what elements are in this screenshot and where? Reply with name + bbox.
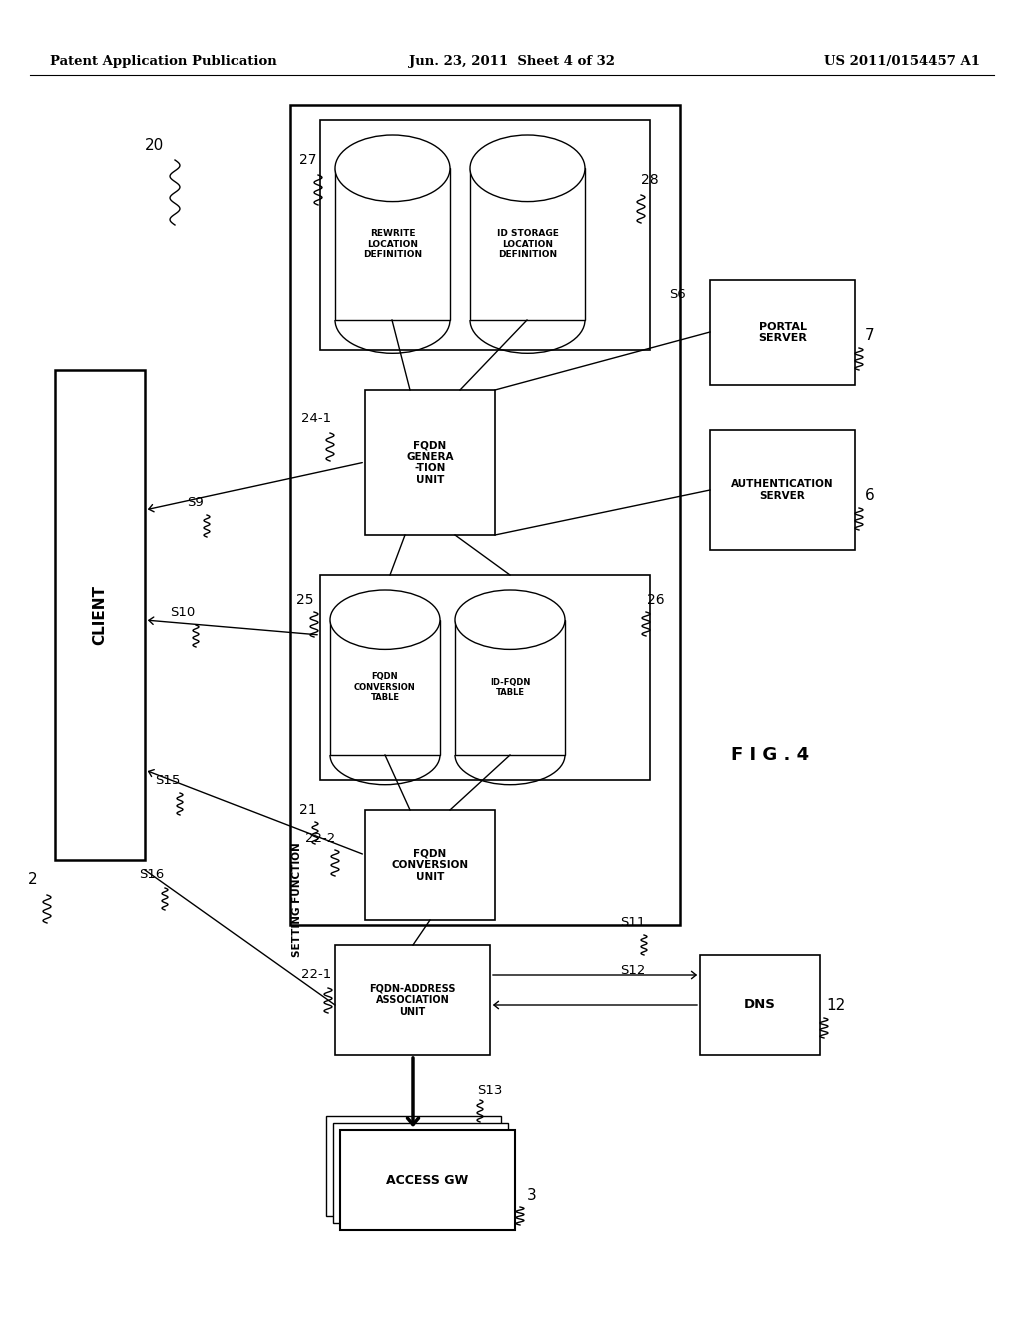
Bar [340, 1130, 515, 1230]
Text: S6: S6 [669, 289, 685, 301]
Text: Patent Application Publication: Patent Application Publication [50, 55, 276, 69]
Text: 22-1: 22-1 [301, 969, 331, 982]
Bar [319, 120, 650, 350]
Bar [335, 945, 490, 1055]
Bar [710, 280, 855, 385]
Text: PORTAL
SERVER: PORTAL SERVER [758, 322, 807, 343]
Text: FQDN-ADDRESS
ASSOCIATION
UNIT: FQDN-ADDRESS ASSOCIATION UNIT [370, 983, 456, 1016]
Bar [365, 389, 495, 535]
Text: CLIENT: CLIENT [92, 585, 108, 645]
Bar [710, 430, 855, 550]
Text: 27: 27 [299, 153, 316, 168]
Text: ID STORAGE
LOCATION
DEFINITION: ID STORAGE LOCATION DEFINITION [497, 230, 558, 259]
Bar [330, 619, 440, 755]
Text: 25: 25 [296, 593, 313, 607]
Bar [290, 106, 680, 925]
Text: 26: 26 [647, 593, 665, 607]
Ellipse shape [330, 590, 440, 649]
Text: REWRITE
LOCATION
DEFINITION: REWRITE LOCATION DEFINITION [362, 230, 422, 259]
Bar [455, 619, 565, 755]
Bar [700, 954, 820, 1055]
Bar [319, 576, 650, 780]
Text: S11: S11 [621, 916, 646, 929]
Ellipse shape [335, 135, 450, 202]
Bar [470, 168, 585, 319]
Text: US 2011/0154457 A1: US 2011/0154457 A1 [824, 55, 980, 69]
Text: S9: S9 [187, 496, 205, 510]
Text: FQDN
GENERA
-TION
UNIT: FQDN GENERA -TION UNIT [407, 440, 454, 484]
Text: S16: S16 [139, 869, 165, 882]
Text: AUTHENTICATION
SERVER: AUTHENTICATION SERVER [731, 479, 834, 500]
Text: ID-FQDN
TABLE: ID-FQDN TABLE [489, 677, 530, 697]
Ellipse shape [455, 590, 565, 649]
Text: 20: 20 [145, 137, 165, 153]
Text: F I G . 4: F I G . 4 [731, 746, 809, 764]
Text: S10: S10 [170, 606, 196, 619]
Text: 3: 3 [527, 1188, 537, 1203]
Text: SETTING FUNCTION: SETTING FUNCTION [292, 842, 302, 957]
Bar [365, 810, 495, 920]
Ellipse shape [470, 135, 585, 202]
Text: S13: S13 [477, 1084, 503, 1097]
Text: FQDN
CONVERSION
UNIT: FQDN CONVERSION UNIT [391, 849, 469, 882]
Bar [326, 1115, 501, 1216]
Text: ACCESS GW: ACCESS GW [386, 1173, 469, 1187]
Bar [335, 168, 450, 319]
Text: 6: 6 [865, 487, 874, 503]
Text: 22-2: 22-2 [305, 832, 335, 845]
Text: 2: 2 [29, 873, 38, 887]
Text: 28: 28 [641, 173, 658, 187]
Text: Jun. 23, 2011  Sheet 4 of 32: Jun. 23, 2011 Sheet 4 of 32 [409, 55, 615, 69]
Bar [333, 1123, 508, 1224]
Text: FQDN
CONVERSION
TABLE: FQDN CONVERSION TABLE [354, 672, 416, 702]
Text: 21: 21 [299, 803, 316, 817]
Text: 24-1: 24-1 [301, 412, 331, 425]
Text: S15: S15 [156, 774, 180, 787]
Text: 12: 12 [826, 998, 846, 1012]
Text: S12: S12 [621, 964, 646, 977]
Bar [55, 370, 145, 861]
Text: 7: 7 [865, 327, 874, 342]
Text: DNS: DNS [744, 998, 776, 1011]
